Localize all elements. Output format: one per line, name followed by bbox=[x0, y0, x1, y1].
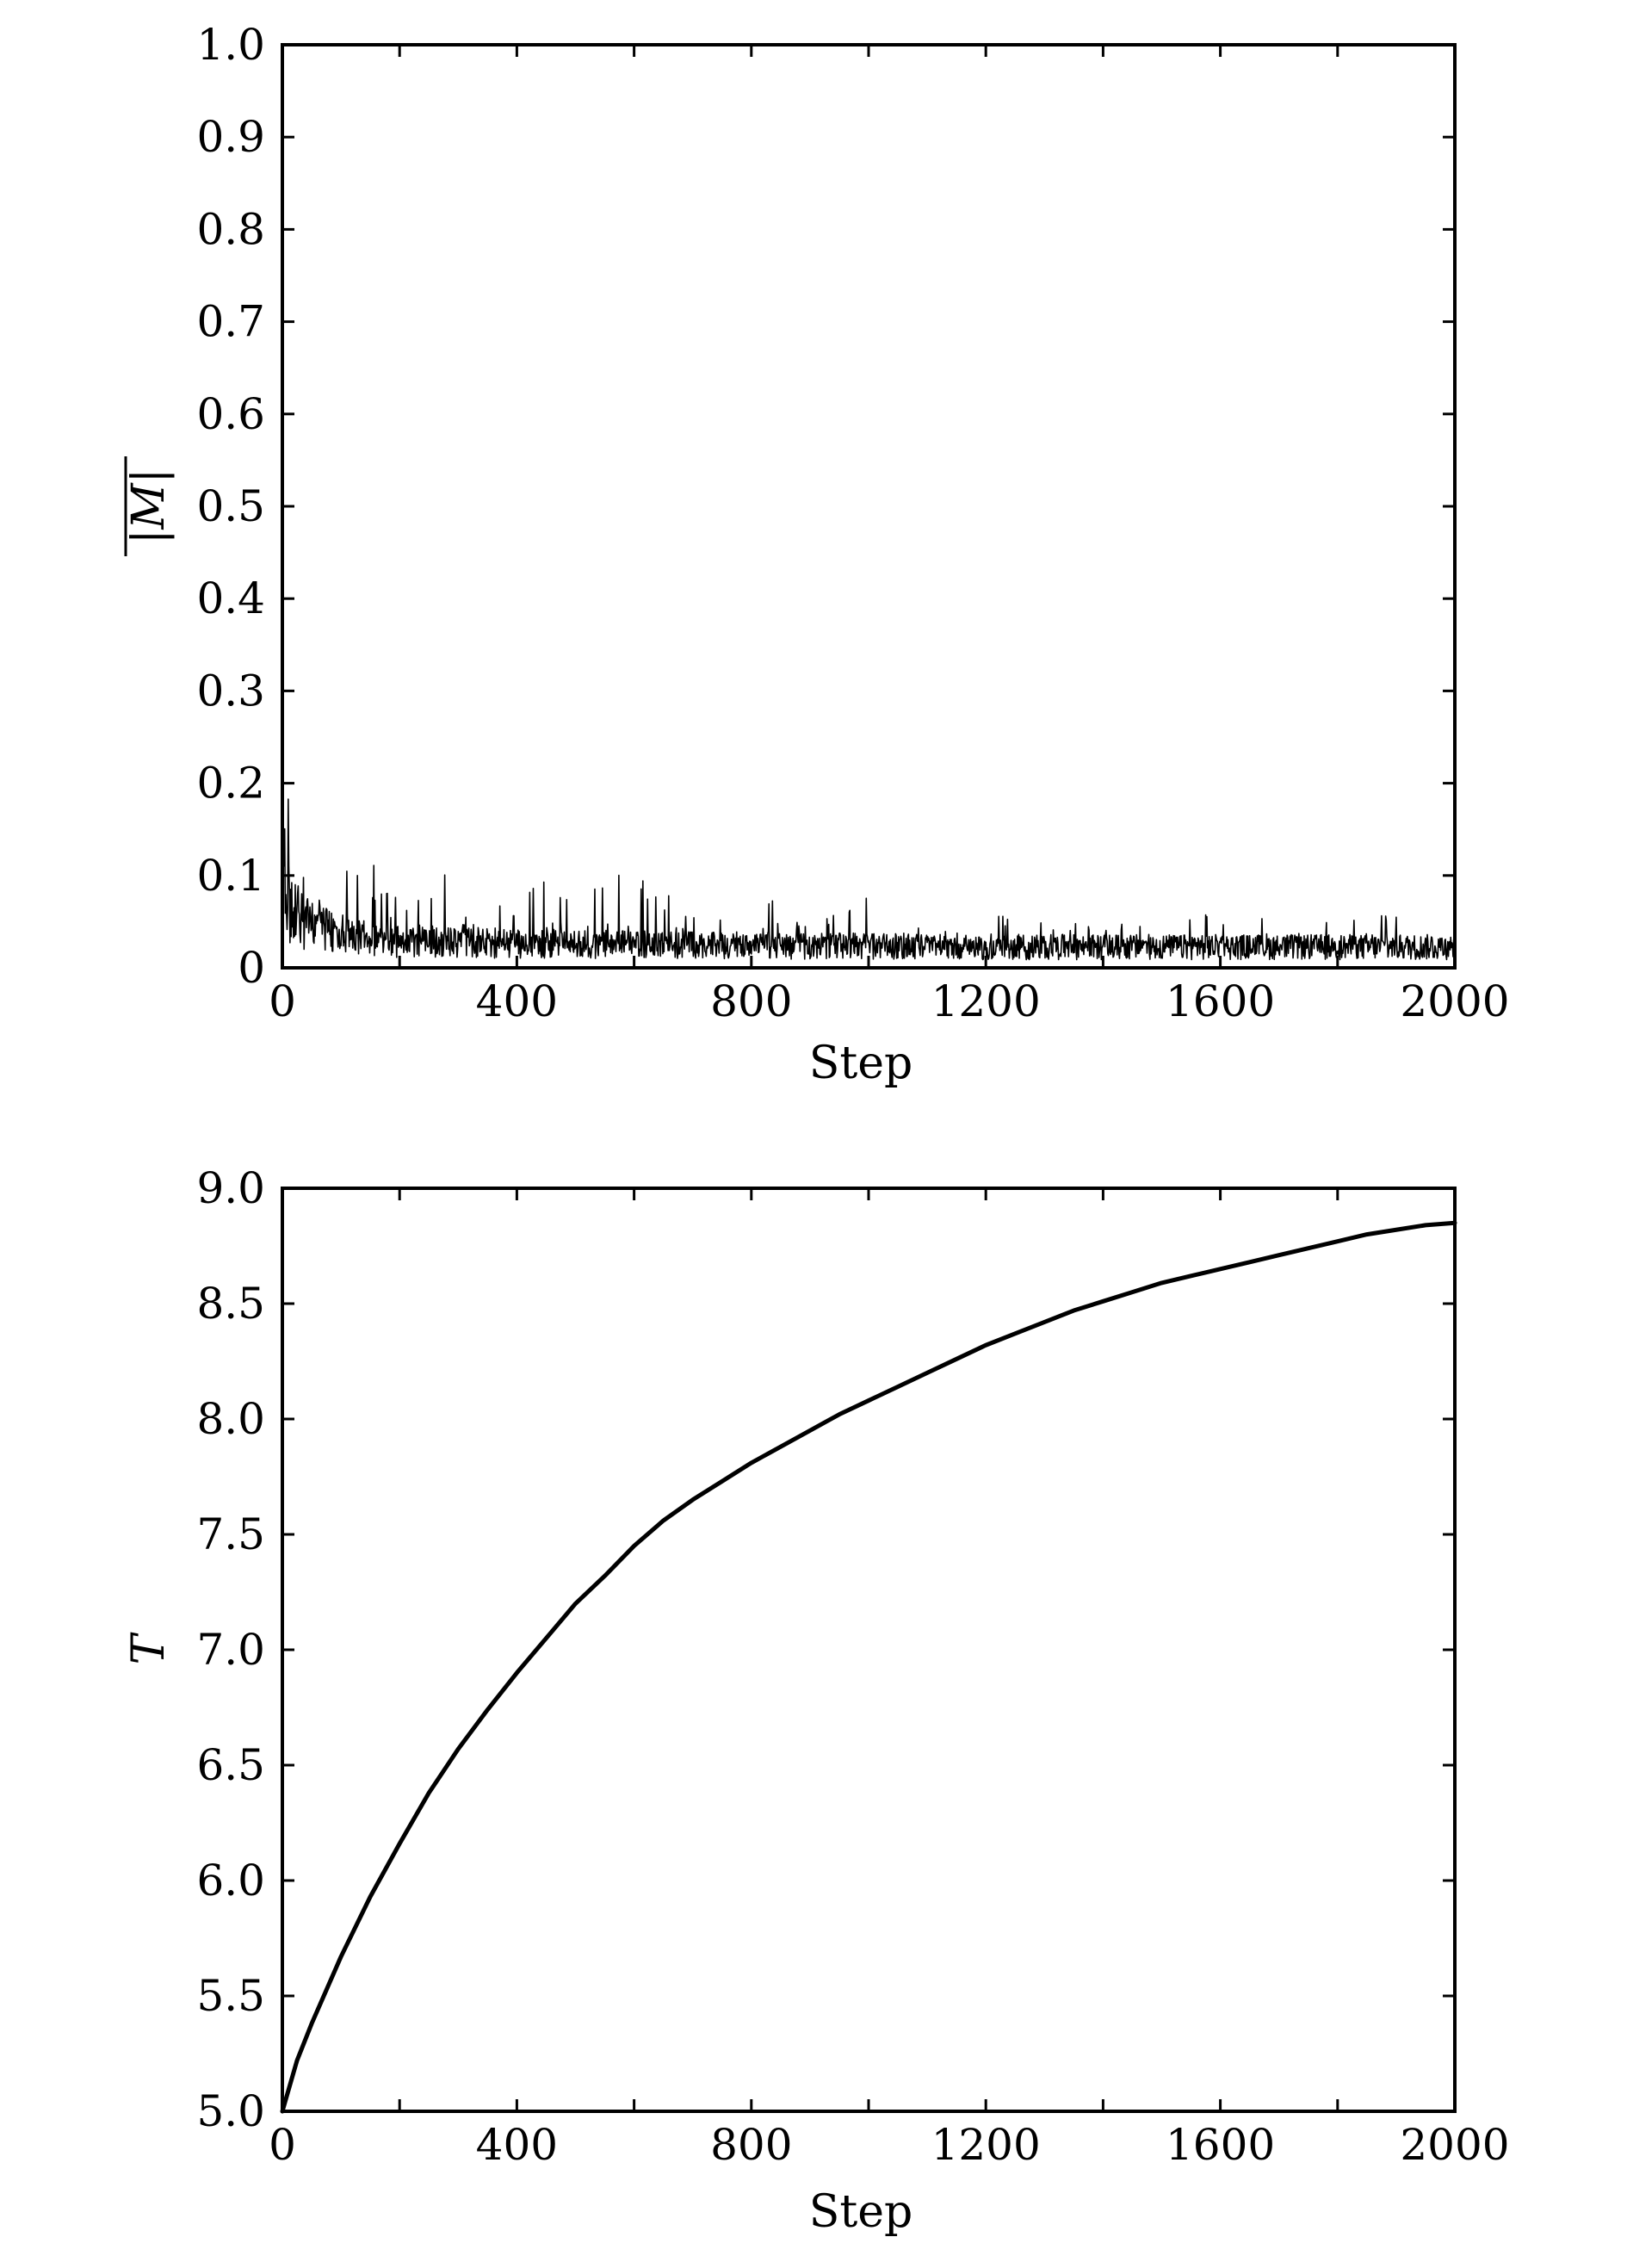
top-chart-ticks bbox=[281, 43, 1457, 970]
series-line-0 bbox=[281, 798, 1456, 961]
x-tick-label: 400 bbox=[476, 2120, 558, 2170]
bottom-chart-y-axis-title-text: T bbox=[123, 1632, 175, 1664]
bottom-chart-ticks bbox=[281, 1187, 1457, 2113]
top-chart: 0 400 800 1200 1600 2000 00.10.20.30.40.50.60… bbox=[123, 20, 1510, 1089]
bottom-chart-y-axis-title: T bbox=[123, 1632, 175, 1664]
x-tick-label: 1200 bbox=[931, 976, 1041, 1026]
y-tick-label: 0.1 bbox=[196, 851, 265, 901]
x-tick-label: 0 bbox=[269, 2120, 296, 2170]
y-tick-label: 0.9 bbox=[196, 112, 265, 162]
y-tick-label: 7.5 bbox=[196, 1509, 265, 1559]
bottom-chart-frame bbox=[281, 1187, 1457, 2113]
top-chart-x-axis-title: Step bbox=[809, 1038, 913, 1089]
y-tick-label: 6.5 bbox=[196, 1740, 265, 1790]
y-tick-label: 0.8 bbox=[196, 204, 265, 254]
series-line-0 bbox=[280, 1220, 1457, 2114]
y-tick-label: 1.0 bbox=[196, 20, 265, 70]
top-chart-y-axis-title-text: |M| bbox=[123, 468, 175, 544]
x-tick-label: 1200 bbox=[931, 2120, 1041, 2170]
bottom-chart-y-tick-labels: 5.0 5.5 6.0 6.5 7.0 7.5 8.0 8.5 9.0 bbox=[196, 1163, 265, 2136]
y-tick-label: 0.7 bbox=[196, 297, 265, 347]
bottom-chart-x-axis-title: Step bbox=[809, 2186, 913, 2238]
y-tick-label: 6.0 bbox=[196, 1856, 265, 1905]
top-chart-y-axis-title: |M| bbox=[123, 456, 175, 556]
x-tick-label: 1600 bbox=[1166, 2120, 1275, 2170]
top-chart-x-tick-labels: 0 400 800 1200 1600 2000 bbox=[269, 976, 1510, 1026]
x-tick-label: 2000 bbox=[1400, 976, 1509, 1026]
y-tick-label: 0.6 bbox=[196, 389, 265, 439]
y-tick-label: 5.5 bbox=[196, 1971, 265, 2021]
y-tick-label: 0 bbox=[238, 943, 265, 993]
y-tick-label: 7.0 bbox=[196, 1625, 265, 1675]
y-tick-label: 0.3 bbox=[196, 666, 265, 716]
top-chart-frame bbox=[281, 43, 1457, 970]
x-tick-label: 1600 bbox=[1166, 976, 1275, 1026]
top-chart-y-tick-labels: 0 0.1 0.2 0.3 0.4 0.5 0.6 0.7 0.8 0.9 1.0 bbox=[196, 20, 265, 993]
y-tick-label: 8.0 bbox=[196, 1394, 265, 1444]
y-tick-label: 9.0 bbox=[196, 1163, 265, 1213]
x-tick-label: 800 bbox=[710, 976, 792, 1026]
y-tick-label: 0.2 bbox=[196, 759, 265, 809]
bottom-chart-series bbox=[280, 1220, 1457, 2114]
y-tick-label: 5.0 bbox=[196, 2086, 265, 2136]
bottom-chart: 0 400 800 1200 1600 2000 5.0 5.5 6.0 6.5 7.0 7.5 8.… bbox=[123, 1163, 1510, 2238]
top-chart-series bbox=[281, 798, 1456, 961]
x-tick-label: 800 bbox=[710, 2120, 792, 2170]
x-tick-label: 400 bbox=[476, 976, 558, 1026]
x-tick-label: 2000 bbox=[1400, 2120, 1509, 2170]
bottom-chart-x-tick-labels: 0 400 800 1200 1600 2000 bbox=[269, 2120, 1510, 2170]
y-tick-label: 0.4 bbox=[196, 573, 265, 623]
y-tick-label: 0.5 bbox=[196, 481, 265, 531]
y-tick-label: 8.5 bbox=[196, 1279, 265, 1329]
x-tick-label: 0 bbox=[269, 976, 296, 1026]
